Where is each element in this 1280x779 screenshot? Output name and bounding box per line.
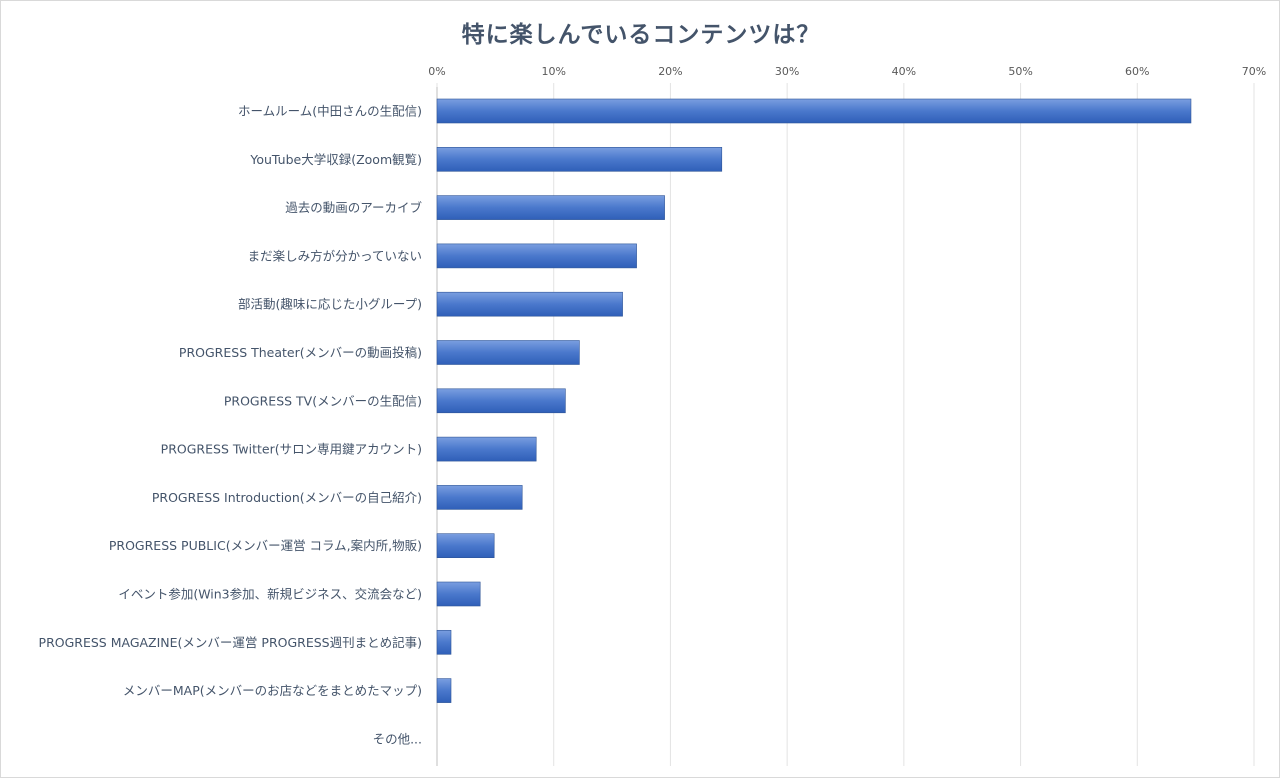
x-tick-label: 60%: [1125, 65, 1149, 78]
category-label: 過去の動画のアーカイブ: [285, 200, 422, 215]
category-label: メンバーMAP(メンバーのお店などをまとめたマップ): [123, 683, 422, 698]
bar: [436, 243, 637, 269]
bar: [436, 195, 665, 220]
x-tick-label: 30%: [775, 65, 799, 78]
bar: [436, 340, 580, 365]
x-tick-label: 40%: [892, 65, 916, 78]
bar: [436, 533, 495, 559]
category-label: ホームルーム(中田さんの生配信): [238, 104, 422, 119]
category-label: イベント参加(Win3参加、新規ビジネス、交流会など): [118, 587, 422, 602]
category-label: PROGRESS Twitter(サロン専用鍵アカウント): [161, 442, 422, 457]
category-label: 部活動(趣味に応じた小グループ): [238, 297, 422, 312]
bar: [436, 678, 452, 703]
bar: [436, 629, 452, 655]
category-label: PROGRESS TV(メンバーの生配信): [224, 393, 422, 408]
bar: [436, 98, 1192, 124]
bar: [436, 436, 537, 462]
chart-title: 特に楽しんでいるコンテンツは？: [461, 22, 821, 48]
bar: [436, 147, 723, 172]
category-label: PROGRESS Introduction(メンバーの自己紹介): [152, 490, 422, 505]
category-label: その他...: [373, 731, 422, 746]
category-label: まだ楽しみ方が分かっていない: [248, 248, 422, 263]
bar: [436, 291, 623, 317]
category-labels: ホームルーム(中田さんの生配信) YouTube大学収録(Zoom観覧) 過去の動画…: [39, 104, 423, 747]
x-tick-label: 70%: [1242, 65, 1266, 78]
bar: [436, 485, 523, 510]
category-label: YouTube大学収録(Zoom観覧): [249, 152, 422, 167]
category-label: PROGRESS PUBLIC(メンバー運営 コラム,案内所,物販): [109, 538, 422, 553]
x-tick-label: 10%: [541, 65, 565, 78]
x-tick-label: 20%: [658, 65, 682, 78]
gridlines: [436, 83, 1255, 766]
category-label: PROGRESS MAGAZINE(メンバー運営 PROGRESS週刊まとめ記事…: [39, 635, 422, 650]
x-tick-label: 50%: [1008, 65, 1032, 78]
bar: [436, 388, 566, 414]
bars: [436, 98, 1192, 703]
category-label: PROGRESS Theater(メンバーの動画投稿): [179, 345, 422, 360]
bar: [436, 581, 481, 607]
x-tick-label: 0%: [428, 65, 445, 78]
x-axis-ticks: 0% 10% 20% 30% 40% 50% 60% 70%: [428, 65, 1266, 78]
